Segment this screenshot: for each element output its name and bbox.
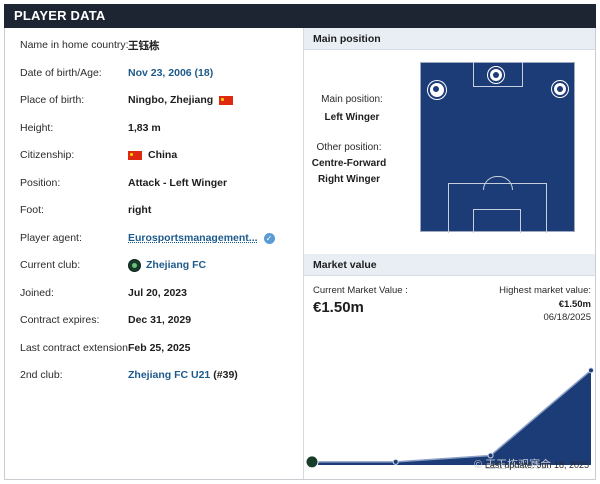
info-row-extension: Last contract extension: Feb 25, 2025 — [20, 339, 300, 357]
birthplace-text: Ningbo, Zhejiang — [128, 94, 214, 106]
other-position-2: Right Winger — [317, 174, 381, 185]
info-value-position: Attack - Left Winger — [128, 177, 228, 189]
position-marker-right-winger — [552, 81, 568, 97]
main-position-block: Main position: Left Winger — [304, 94, 400, 123]
position-section-title: Main position — [313, 33, 381, 45]
other-position-block: Other position: Centre-Forward Right Win… — [301, 142, 397, 185]
chart-club-logo-point[interactable] — [305, 455, 319, 469]
info-value-foot: right — [128, 204, 152, 216]
info-value-height: 1,83 m — [128, 122, 161, 134]
pitch-goal-box — [473, 209, 521, 233]
market-value-section-title: Market value — [313, 259, 377, 271]
current-mv-value: €1.50m — [313, 299, 364, 316]
position-marker-left-winger — [428, 81, 446, 99]
position-section-header: Main position — [304, 28, 595, 50]
info-label: Citizenship: — [20, 149, 75, 161]
second-club-link[interactable]: Zhejiang FC U21 — [128, 369, 211, 381]
info-row-club: Current club: Zhejiang FC — [20, 256, 300, 274]
china-flag-icon — [128, 150, 142, 160]
chart-data-point[interactable] — [392, 458, 399, 465]
info-value-agent: Eurosportsmanagement... ✓ — [128, 232, 275, 244]
info-value-citizenship: China — [128, 149, 177, 161]
info-label: Joined: — [20, 287, 54, 299]
info-label: Name in home country: — [20, 39, 129, 51]
highest-mv-date: 06/18/2025 — [543, 312, 591, 323]
position-pitch-diagram — [420, 62, 575, 233]
chart-area — [312, 370, 591, 465]
info-value-extension: Feb 25, 2025 — [128, 342, 191, 354]
verified-check-icon: ✓ — [263, 232, 275, 244]
info-label: Contract expires: — [20, 314, 100, 326]
shirt-number: (#39) — [213, 369, 238, 381]
watermark-text: © 王玉栋观赛会 — [474, 459, 552, 471]
info-value-club: Zhejiang FC — [128, 258, 207, 272]
other-position-label: Other position: — [316, 142, 382, 153]
info-row-height: Height: 1,83 m — [20, 119, 300, 137]
citizenship-text: China — [148, 149, 178, 161]
other-position-1: Centre-Forward — [311, 158, 387, 169]
column-divider — [303, 28, 304, 479]
info-row-citizenship: Citizenship: China — [20, 146, 300, 164]
dob-link[interactable]: Nov 23, 2006 (18) — [128, 67, 214, 79]
info-label: Foot: — [20, 204, 44, 216]
info-row-foot: Foot: right — [20, 201, 300, 219]
info-label: 2nd club: — [20, 369, 63, 381]
info-row-second-club: 2nd club: Zhejiang FC U21 (#39) — [20, 366, 300, 384]
pitch-arc — [483, 176, 513, 190]
last-update-text: Last update: Jun 18, 2025 — [484, 460, 589, 470]
position-marker-centre-forward — [488, 67, 504, 83]
info-row-joined: Joined: Jul 20, 2023 — [20, 284, 300, 302]
info-row-agent: Player agent: Eurosportsmanagement... ✓ — [20, 229, 300, 247]
market-value-section-header: Market value — [304, 254, 595, 276]
info-row-position: Position: Attack - Left Winger — [20, 174, 300, 192]
info-label: Current club: — [20, 259, 81, 271]
info-value-joined: Jul 20, 2023 — [128, 287, 187, 299]
main-position-label: Main position: — [321, 94, 383, 105]
highest-mv-label: Highest market value: — [499, 285, 591, 296]
info-value-native-name: 王钰栋 — [128, 39, 160, 52]
info-label: Position: — [20, 177, 61, 189]
chart-data-point[interactable] — [487, 452, 494, 459]
info-value-second-club: Zhejiang FC U21 (#39) — [128, 369, 238, 381]
side-panel: Main position Main position: Left Winger… — [304, 28, 595, 479]
player-info-panel: Name in home country: 王钰栋 Date of birth/… — [5, 28, 303, 479]
current-mv-label: Current Market Value : — [313, 285, 408, 296]
info-row-contract: Contract expires: Dec 31, 2029 — [20, 311, 300, 329]
info-label: Player agent: — [20, 232, 82, 244]
info-row-name: Name in home country: 王钰栋 — [20, 36, 300, 54]
current-club-link[interactable]: Zhejiang FC — [146, 259, 207, 271]
info-value-birthplace: Ningbo, Zhejiang — [128, 94, 234, 106]
chart-line — [312, 369, 592, 463]
info-label: Height: — [20, 122, 54, 134]
card-header: PLAYER DATA — [4, 4, 596, 28]
info-label: Last contract extension: — [20, 342, 131, 354]
info-row-birthplace: Place of birth: Ningbo, Zhejiang — [20, 91, 300, 109]
pitch-top-box — [473, 62, 523, 87]
market-value-chart[interactable] — [304, 358, 595, 479]
info-value-contract: Dec 31, 2029 — [128, 314, 192, 326]
agent-link[interactable]: Eurosportsmanagement... — [128, 232, 258, 244]
highest-mv-value: €1.50m — [558, 299, 591, 310]
main-position-value: Left Winger — [324, 112, 380, 123]
info-row-dob: Date of birth/Age: Nov 23, 2006 (18) — [20, 64, 300, 82]
card-title: PLAYER DATA — [14, 8, 106, 23]
chart-data-point[interactable] — [588, 367, 594, 374]
info-label: Date of birth/Age: — [20, 67, 102, 79]
china-flag-icon — [219, 95, 234, 105]
club-crest-icon[interactable] — [128, 258, 141, 272]
info-label: Place of birth: — [20, 94, 85, 106]
